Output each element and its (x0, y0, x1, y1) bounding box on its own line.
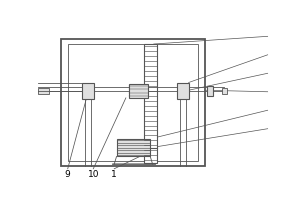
Text: 1: 1 (111, 170, 117, 179)
Bar (82, 83, 94, 99)
Bar (207, 86, 213, 96)
Text: 10: 10 (88, 170, 99, 179)
Bar (117, 139, 150, 156)
Bar (68, 44, 198, 161)
Text: 9: 9 (65, 170, 70, 179)
Bar (177, 83, 189, 99)
Bar (129, 84, 148, 98)
Bar (61, 39, 205, 166)
Bar (222, 88, 227, 94)
Bar (145, 44, 157, 163)
Bar (38, 88, 49, 94)
